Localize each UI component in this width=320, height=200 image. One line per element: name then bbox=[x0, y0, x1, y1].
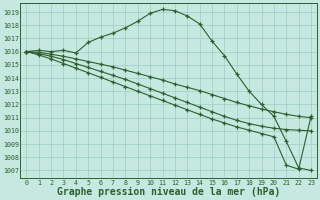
X-axis label: Graphe pression niveau de la mer (hPa): Graphe pression niveau de la mer (hPa) bbox=[57, 187, 280, 197]
